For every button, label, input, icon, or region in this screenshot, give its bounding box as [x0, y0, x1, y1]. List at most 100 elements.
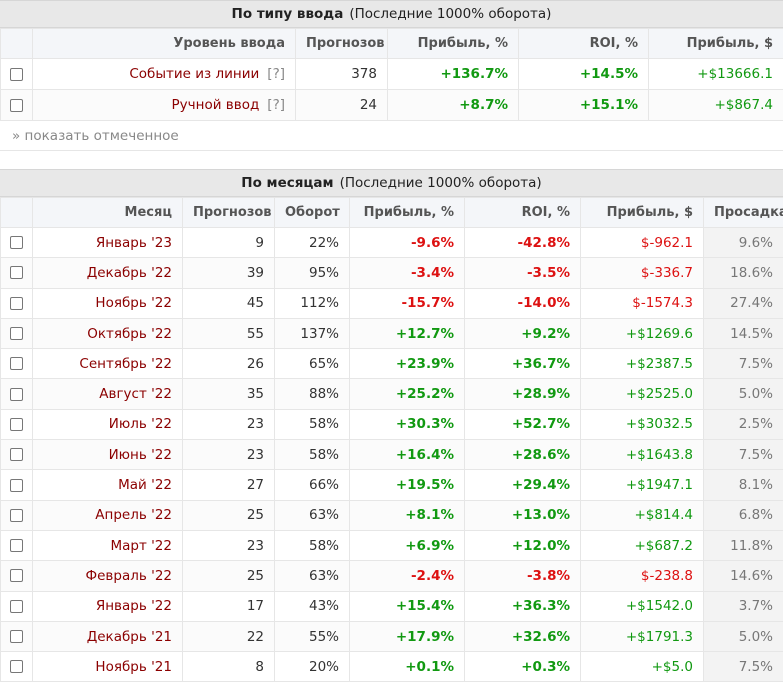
forecasts-cell: 22 — [182, 620, 275, 653]
column-header-profit-pct[interactable]: Прибыль, % — [387, 28, 519, 59]
month-cell[interactable]: Март '22 — [32, 529, 183, 562]
roi-cell: +28.6% — [464, 439, 581, 471]
month-cell[interactable]: Август '22 — [32, 378, 183, 410]
turnover-cell: 65% — [274, 348, 350, 380]
month-cell[interactable]: Декабрь '22 — [32, 257, 183, 289]
row-checkbox[interactable] — [10, 569, 23, 583]
turnover-cell: 55% — [274, 620, 350, 653]
month-cell[interactable]: Апрель '22 — [32, 499, 183, 531]
month-cell[interactable]: Январь '23 — [32, 226, 183, 259]
column-header-level[interactable]: Уровень ввода — [32, 28, 296, 59]
profit-pct-cell: +23.9% — [349, 348, 465, 380]
table-row: Июнь '22 23 58% +16.4% +28.6% +$1643.8 7.5% — [0, 439, 783, 471]
month-subtitle: (Последние 1000% оборота) — [339, 175, 542, 191]
column-header-roi[interactable]: ROI, % — [464, 197, 581, 228]
column-header-drawdown[interactable]: Просадка — [703, 197, 783, 228]
drawdown-cell: 7.5% — [703, 651, 783, 683]
checkbox-cell — [0, 317, 33, 350]
table-row: Декабрь '22 39 95% -3.4% -3.5% $-336.7 18.6% — [0, 257, 783, 289]
show-marked-link[interactable]: » показать отмеченное — [0, 121, 783, 151]
row-checkbox[interactable] — [10, 417, 23, 431]
checkbox-cell — [0, 226, 33, 259]
month-cell[interactable]: Октябрь '22 — [32, 317, 183, 350]
turnover-cell: 58% — [274, 408, 350, 441]
row-checkbox[interactable] — [10, 539, 23, 553]
checkbox-cell — [0, 560, 33, 592]
profit-usd-cell: $-336.7 — [580, 257, 704, 289]
profit-pct-cell: +17.9% — [349, 620, 465, 653]
checkbox-cell — [0, 439, 33, 471]
profit-usd-cell: +$814.4 — [580, 499, 704, 531]
profit-usd-cell: +$13666.1 — [648, 58, 783, 90]
level-cell: Событие из линии [?] — [32, 58, 296, 90]
drawdown-cell: 14.6% — [703, 560, 783, 592]
checkbox-column-header — [0, 28, 33, 59]
roi-cell: +28.9% — [464, 378, 581, 410]
turnover-cell: 43% — [274, 590, 350, 622]
row-checkbox[interactable] — [10, 630, 23, 643]
table-row: Ноябрь '22 45 112% -15.7% -14.0% $-1574.3 27.4… — [0, 287, 783, 319]
row-checkbox[interactable] — [10, 599, 23, 613]
forecasts-cell: 17 — [182, 590, 275, 622]
help-hint[interactable]: [?] — [267, 97, 285, 113]
row-checkbox[interactable] — [10, 448, 23, 462]
profit-pct-cell: -9.6% — [349, 226, 465, 259]
month-cell[interactable]: Сентябрь '22 — [32, 348, 183, 380]
row-checkbox[interactable] — [10, 67, 23, 81]
column-header-roi[interactable]: ROI, % — [518, 28, 649, 59]
turnover-cell: 20% — [274, 651, 350, 683]
roi-cell: +0.3% — [464, 651, 581, 683]
month-cell[interactable]: Май '22 — [32, 469, 183, 501]
month-cell[interactable]: Ноябрь '22 — [32, 287, 183, 319]
column-header-turnover[interactable]: Оборот — [274, 197, 350, 228]
forecasts-cell: 26 — [182, 348, 275, 380]
drawdown-cell: 9.6% — [703, 226, 783, 259]
row-checkbox[interactable] — [10, 508, 23, 522]
month-cell[interactable]: Ноябрь '21 — [32, 651, 183, 683]
month-cell[interactable]: Февраль '22 — [32, 560, 183, 592]
profit-pct-cell: +16.4% — [349, 439, 465, 471]
column-header-profit-usd[interactable]: Прибыль, $ — [648, 28, 783, 59]
row-checkbox[interactable] — [10, 357, 23, 371]
input-type-header-row: Уровень ввода Прогнозов Прибыль, % ROI, … — [0, 28, 783, 59]
roi-cell: +13.0% — [464, 499, 581, 531]
month-cell[interactable]: Декабрь '21 — [32, 620, 183, 653]
forecasts-cell: 23 — [182, 529, 275, 562]
help-hint[interactable]: [?] — [267, 66, 285, 82]
column-header-month[interactable]: Месяц — [32, 197, 183, 228]
table-row: Январь '22 17 43% +15.4% +36.3% +$1542.0 3.7% — [0, 590, 783, 622]
table-row: Август '22 35 88% +25.2% +28.9% +$2525.0 5.0% — [0, 378, 783, 410]
profit-pct-cell: +6.9% — [349, 529, 465, 562]
column-header-profit-usd[interactable]: Прибыль, $ — [580, 197, 704, 228]
row-checkbox[interactable] — [10, 296, 23, 310]
row-checkbox[interactable] — [10, 98, 23, 112]
profit-usd-cell: +$2387.5 — [580, 348, 704, 380]
row-checkbox[interactable] — [10, 387, 23, 401]
profit-pct-cell: +8.7% — [387, 89, 519, 121]
roi-cell: -42.8% — [464, 226, 581, 259]
turnover-cell: 88% — [274, 378, 350, 410]
table-row: Ноябрь '21 8 20% +0.1% +0.3% +$5.0 7.5% — [0, 651, 783, 683]
column-header-forecasts[interactable]: Прогнозов — [182, 197, 275, 228]
column-header-forecasts[interactable]: Прогнозов — [295, 28, 388, 59]
column-header-profit-pct[interactable]: Прибыль, % — [349, 197, 465, 228]
month-cell[interactable]: Январь '22 — [32, 590, 183, 622]
month-cell[interactable]: Июнь '22 — [32, 439, 183, 471]
forecasts-cell: 35 — [182, 378, 275, 410]
row-checkbox[interactable] — [10, 478, 23, 492]
input-type-table: Уровень ввода Прогнозов Прибыль, % ROI, … — [0, 28, 783, 121]
checkbox-cell — [0, 499, 33, 531]
row-checkbox[interactable] — [10, 660, 23, 674]
row-checkbox[interactable] — [10, 327, 23, 341]
row-checkbox[interactable] — [10, 266, 23, 280]
profit-pct-cell: -3.4% — [349, 257, 465, 289]
profit-usd-cell: +$867.4 — [648, 89, 783, 121]
profit-pct-cell: +8.1% — [349, 499, 465, 531]
checkbox-cell — [0, 651, 33, 683]
forecasts-cell: 45 — [182, 287, 275, 319]
profit-pct-cell: -2.4% — [349, 560, 465, 592]
checkbox-cell — [0, 287, 33, 319]
drawdown-cell: 7.5% — [703, 348, 783, 380]
month-cell[interactable]: Июль '22 — [32, 408, 183, 441]
row-checkbox[interactable] — [10, 236, 23, 250]
